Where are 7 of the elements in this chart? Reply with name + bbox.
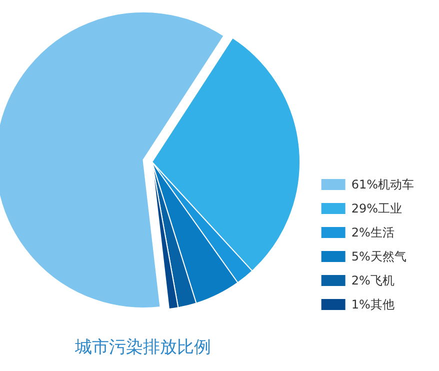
legend-label: 2%生活 [351, 226, 394, 240]
legend-label: 2%飞机 [351, 274, 394, 288]
legend-label: 1%其他 [351, 298, 394, 312]
legend-label: 5%天然气 [351, 250, 406, 264]
legend-label: 29%工业 [351, 202, 402, 216]
text: 城市污染排放比例 [74, 338, 211, 358]
legend-label: 61%机动车 [351, 178, 414, 192]
